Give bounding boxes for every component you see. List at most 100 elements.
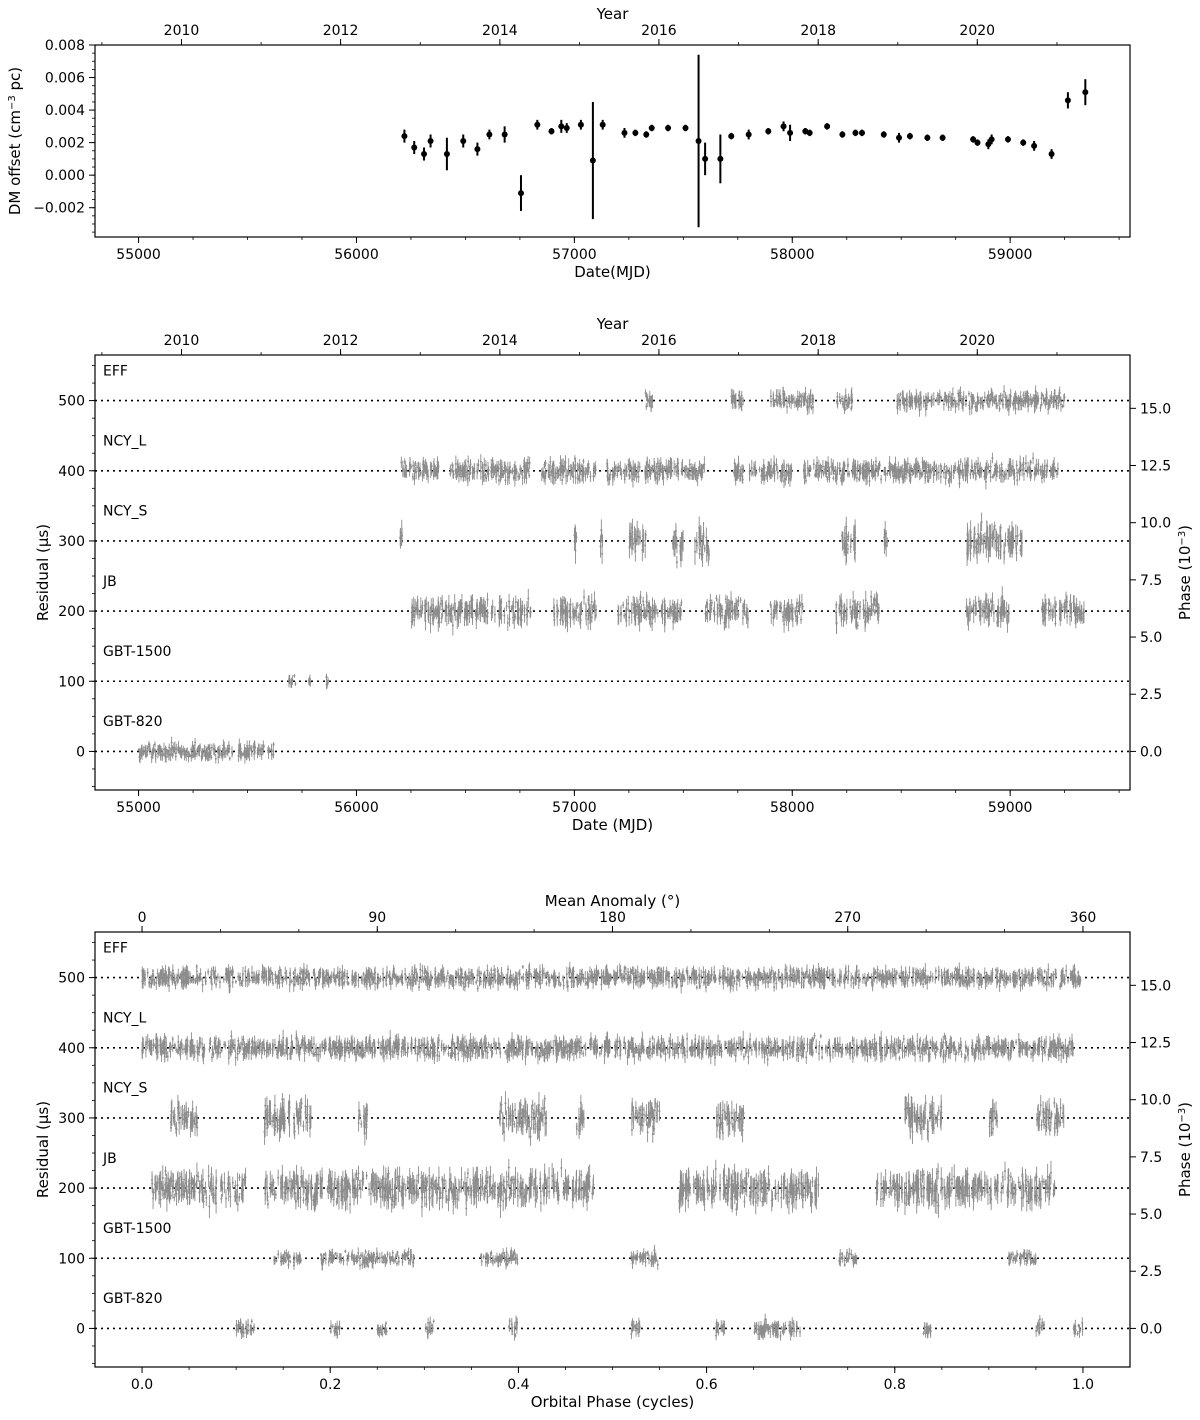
residual-point <box>559 473 562 476</box>
residual-point <box>1019 461 1022 464</box>
residual-point <box>901 470 904 473</box>
residual-point <box>778 394 781 397</box>
residual-point <box>576 604 579 607</box>
residual-point <box>430 471 433 474</box>
residual-point <box>549 460 552 463</box>
residual-point <box>785 611 788 614</box>
residual-point <box>581 466 584 469</box>
residual-point <box>979 468 982 471</box>
residual-point <box>720 607 723 610</box>
residual-point <box>471 471 474 474</box>
residual-point <box>1080 611 1083 614</box>
residual-point <box>579 612 582 615</box>
residual-point <box>585 614 588 617</box>
residual-point <box>770 613 773 616</box>
residual-point <box>977 399 980 402</box>
residual-point <box>517 475 520 478</box>
residual-point <box>418 613 421 616</box>
residual-point <box>984 607 987 610</box>
date-residual-panel-top-tick-label: 2014 <box>482 333 518 349</box>
residual-point <box>1001 399 1004 402</box>
residual-point <box>885 532 888 535</box>
residual-point <box>456 464 459 467</box>
residual-point <box>622 470 625 473</box>
residual-point <box>1040 471 1043 474</box>
residual-point <box>634 537 637 540</box>
residual-point <box>783 398 786 401</box>
residual-point <box>513 619 516 622</box>
date-residual-panel-right-tick-label: 5.0 <box>1140 630 1162 646</box>
dm-panel-y-tick-label: 0.000 <box>45 168 85 184</box>
residual-point <box>1019 396 1022 399</box>
residual-point <box>528 461 531 464</box>
residual-point <box>403 470 406 473</box>
residual-point <box>788 400 791 403</box>
dm-panel-x-tick-label: 55000 <box>116 247 161 263</box>
residual-point <box>462 470 465 473</box>
residual-point <box>403 460 406 463</box>
dm-point <box>1048 151 1055 158</box>
residual-point <box>924 469 927 472</box>
residual-point <box>217 756 220 759</box>
residual-point <box>404 468 407 471</box>
residual-point <box>552 606 555 609</box>
residual-point <box>804 475 807 478</box>
dm-panel-x-tick-label: 59000 <box>988 247 1033 263</box>
residual-point <box>970 405 973 408</box>
residual-point <box>901 396 904 399</box>
residual-point <box>617 465 620 468</box>
residual-point <box>490 471 493 474</box>
residual-point <box>877 606 880 609</box>
residual-point <box>562 470 565 473</box>
residual-point <box>564 461 567 464</box>
dm-point <box>1064 97 1071 104</box>
residual-point <box>644 544 647 547</box>
residual-point <box>706 602 709 605</box>
residual-point <box>945 397 948 400</box>
residual-point <box>1020 542 1023 545</box>
residual-point <box>1035 395 1038 398</box>
residual-point <box>1044 608 1047 611</box>
residual-point <box>552 463 555 466</box>
residual-point <box>917 399 920 402</box>
residual-point <box>841 477 844 480</box>
residual-point <box>843 406 846 409</box>
residual-point <box>674 465 677 468</box>
residual-point <box>681 538 684 541</box>
residual-point <box>1076 617 1079 620</box>
date-residual-panel-x-tick-label: 57000 <box>552 800 597 816</box>
residual-point <box>854 531 857 534</box>
residual-point <box>866 475 869 478</box>
residual-point <box>847 535 850 538</box>
date-residual-panel-right-tick-label: 12.5 <box>1140 459 1171 475</box>
residual-point <box>819 466 822 469</box>
residual-point <box>802 468 805 471</box>
residual-point <box>1014 396 1017 399</box>
date-residual-panel-x-tick-label: 58000 <box>770 800 815 816</box>
residual-point <box>473 467 476 470</box>
residual-point <box>479 470 482 473</box>
residual-point <box>1051 398 1054 401</box>
residual-point <box>1003 390 1006 393</box>
residual-point <box>730 602 733 605</box>
residual-point <box>690 466 693 469</box>
dm-point <box>460 138 467 144</box>
residual-point <box>629 538 632 541</box>
residual-point <box>1039 469 1042 472</box>
residual-point <box>628 616 631 619</box>
residual-point <box>504 479 507 482</box>
residual-point <box>874 604 877 607</box>
residual-point <box>897 468 900 471</box>
residual-point <box>970 608 973 611</box>
residual-point <box>854 467 857 470</box>
residual-point <box>930 470 933 473</box>
residual-point <box>1058 398 1061 401</box>
residual-point <box>1081 617 1084 620</box>
residual-point <box>937 471 940 474</box>
residual-point <box>461 466 464 469</box>
residual-point <box>957 466 960 469</box>
residual-point <box>415 608 418 611</box>
residual-point <box>994 397 997 400</box>
residual-point <box>952 403 955 406</box>
residual-point <box>447 604 450 607</box>
